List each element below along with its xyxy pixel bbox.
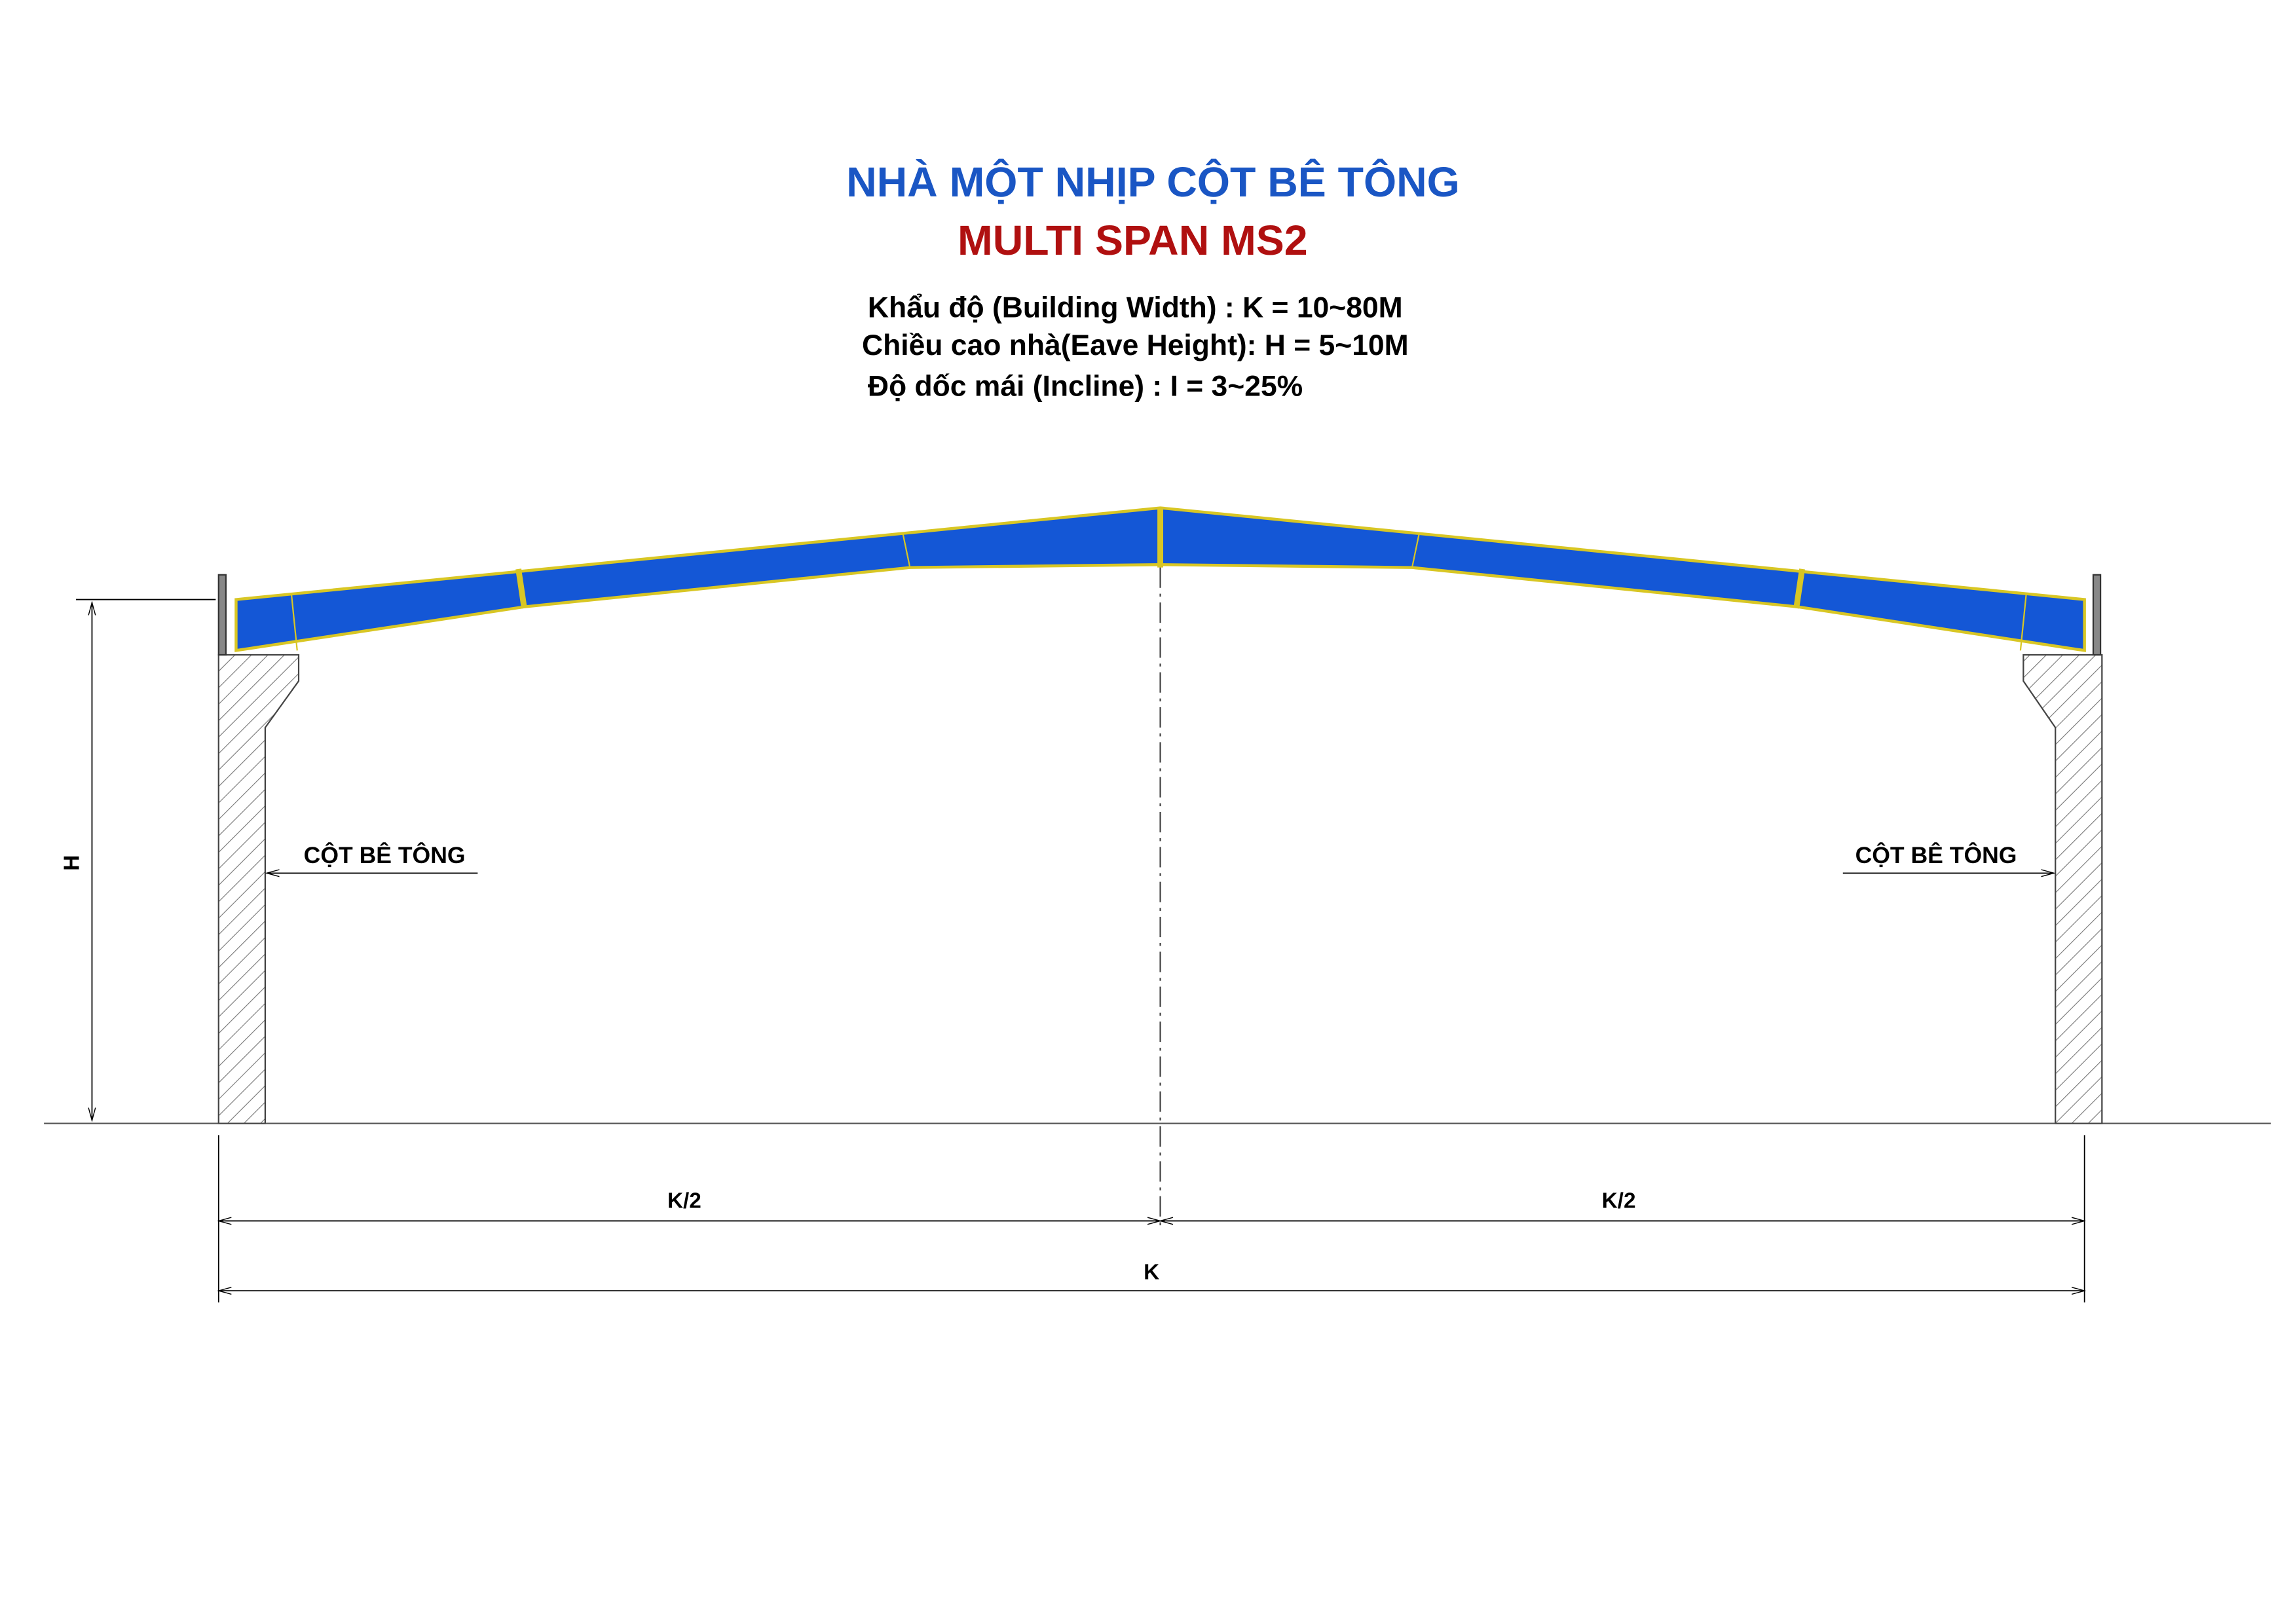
dim-label: H bbox=[60, 855, 84, 871]
subtitle: MULTI SPAN MS2 bbox=[958, 217, 1308, 264]
spec: Khẩu độ (Building Width) : K = 10~80M bbox=[868, 291, 1403, 323]
title: NHÀ MỘT NHỊP CỘT BÊ TÔNG bbox=[846, 158, 1460, 206]
dimensions bbox=[76, 599, 2085, 1302]
dim-label: K bbox=[1144, 1260, 1159, 1284]
structure bbox=[44, 506, 2271, 1230]
dim-label: K/2 bbox=[667, 1189, 701, 1213]
spec: Độ dốc mái (Incline) : I = 3~25% bbox=[868, 370, 1303, 402]
dim-label: K/2 bbox=[1602, 1189, 1636, 1213]
column-label: CỘT BÊ TÔNG bbox=[304, 842, 466, 868]
spec: Chiều cao nhà(Eave Height): H = 5~10M bbox=[862, 329, 1409, 361]
column-label: CỘT BÊ TÔNG bbox=[1855, 842, 2017, 868]
